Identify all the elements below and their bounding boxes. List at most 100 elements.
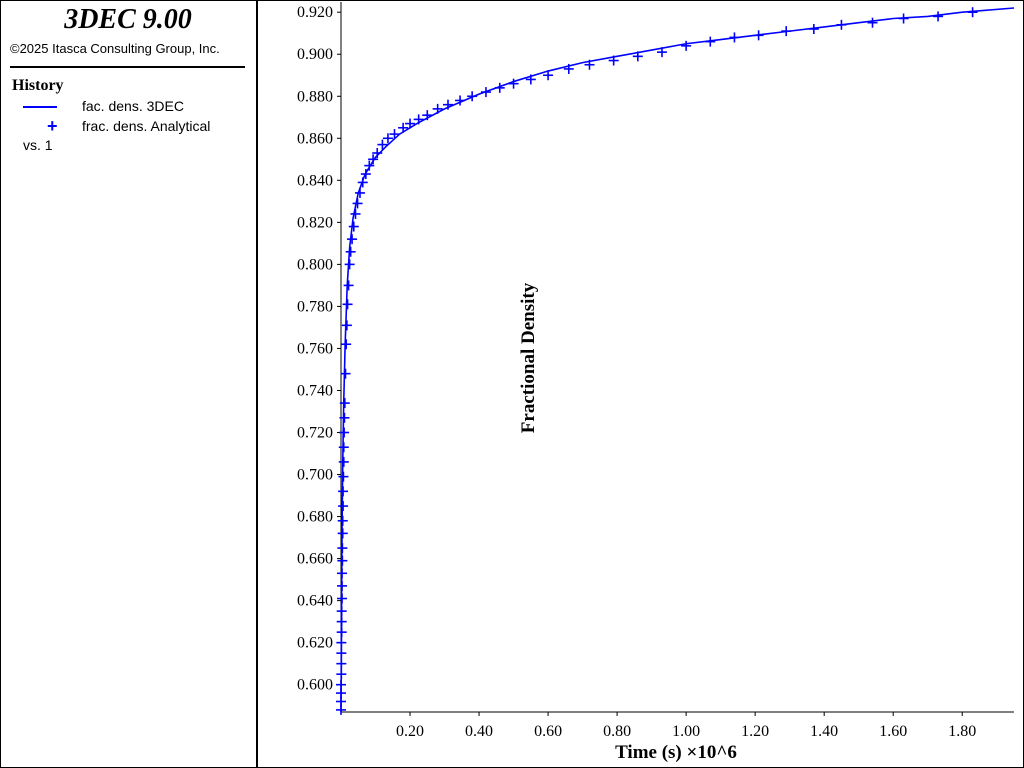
legend-label-3dec: fac. dens. 3DEC [82,98,184,114]
data-point-analytical [336,696,346,707]
data-point-analytical [352,198,363,209]
data-point-analytical [729,32,740,43]
data-point-analytical [480,87,491,98]
legend-vs-label: vs. 1 [23,137,53,153]
data-point-analytical [338,486,349,497]
y-tick-label: 0.800 [297,256,333,273]
data-point-analytical [413,114,424,125]
data-point-analytical [339,427,350,438]
x-tick-label: 1.00 [672,723,700,740]
axes-layer: 0.600 0.620 0.640 0.660 0.680 0.700 0.720 0.740… [297,2,1014,740]
y-axis-title: Fractional Density [518,282,539,433]
y-tick-label: 0.640 [297,593,333,610]
data-point-analytical [337,515,348,526]
data-point-analytical [933,11,944,22]
data-point-analytical [341,320,352,331]
y-tick-label: 0.700 [297,467,333,484]
data-point-analytical [382,133,393,144]
data-point-analytical [336,648,347,659]
data-point-analytical [337,528,348,539]
data-point-analytical [781,26,792,37]
data-point-analytical [340,368,351,379]
data-point-analytical [337,555,348,566]
data-point-analytical [344,259,355,270]
data-point-analytical [808,24,819,35]
data-point-analytical [389,129,400,140]
data-point-analytical [368,154,379,165]
x-tick-label: 1.80 [948,723,976,740]
x-tick-label: 1.60 [879,723,907,740]
series-line-3dec [340,7,1015,713]
data-point-analytical [508,78,519,89]
legend-panel: 3DEC 9.00 ©2025 Itasca Consulting Group,… [0,0,256,768]
data-point-analytical [343,280,354,291]
data-point-analytical [339,412,350,423]
y-tick-label: 0.880 [297,88,333,105]
legend-plus-icon: + [47,116,58,136]
data-point-analytical [338,442,349,453]
data-point-analytical [360,169,371,180]
data-point-analytical [455,95,466,106]
copyright-text: ©2025 Itasca Consulting Group, Inc. [10,41,220,56]
data-point-analytical [357,177,368,188]
data-point-analytical [836,19,847,30]
data-point-analytical [336,637,347,648]
data-point-analytical [337,568,348,579]
data-point-analytical [681,40,692,51]
y-tick-label: 0.780 [297,298,333,315]
data-point-analytical [338,501,349,512]
data-point-analytical [494,82,505,93]
data-point-analytical [372,148,383,159]
data-point-analytical [608,55,619,66]
x-tick-label: 0.60 [534,723,562,740]
data-point-analytical [867,17,878,28]
data-point-analytical [336,616,347,627]
data-point-analytical [467,91,478,102]
y-tick-label: 0.740 [297,382,333,399]
data-point-analytical [405,118,416,129]
data-point-analytical [338,456,349,467]
x-tick-label: 0.40 [465,723,493,740]
x-tick-label: 0.20 [396,723,424,740]
data-point-analytical [377,139,388,150]
x-tick-label: 1.20 [741,723,769,740]
data-point-analytical [364,160,375,171]
data-point-analytical [345,246,356,257]
data-point-analytical [336,658,347,669]
data-point-analytical [525,74,536,85]
data-point-analytical [350,208,361,219]
data-point-analytical [337,593,348,604]
x-axis-title: Time (s) ×10^6 [615,742,737,763]
y-tick-label: 0.620 [297,635,333,652]
panel-divider [256,0,258,768]
data-point-analytical [354,187,365,198]
data-point-analytical [422,110,433,121]
y-tick-label: 0.600 [297,677,333,694]
data-point-analytical [347,234,358,245]
y-tick-label: 0.860 [297,130,333,147]
app-title: 3DEC 9.00 [64,4,192,35]
series-layer [336,7,1015,715]
y-tick-label: 0.720 [297,425,333,442]
data-point-analytical [398,122,409,133]
y-tick-label: 0.820 [297,214,333,231]
data-point-analytical [336,627,347,638]
data-point-analytical [543,70,554,81]
data-point-analytical [563,63,574,74]
data-point-analytical [584,59,595,70]
chart-plot: 0.600 0.620 0.640 0.660 0.680 0.700 0.720 0.740… [297,2,1015,763]
data-point-analytical [336,606,347,617]
data-point-analytical [337,543,348,554]
y-tick-label: 0.680 [297,509,333,526]
data-point-analytical [341,339,352,350]
data-point-analytical [336,688,346,699]
legend-heading: History [12,77,64,94]
y-tick-label: 0.920 [297,4,333,21]
data-point-analytical [338,471,349,482]
y-tick-label: 0.660 [297,551,333,568]
y-tick-label: 0.840 [297,172,333,189]
data-point-analytical [898,13,909,24]
data-point-analytical [339,398,350,409]
y-tick-label: 0.900 [297,46,333,63]
title-divider [10,66,245,68]
